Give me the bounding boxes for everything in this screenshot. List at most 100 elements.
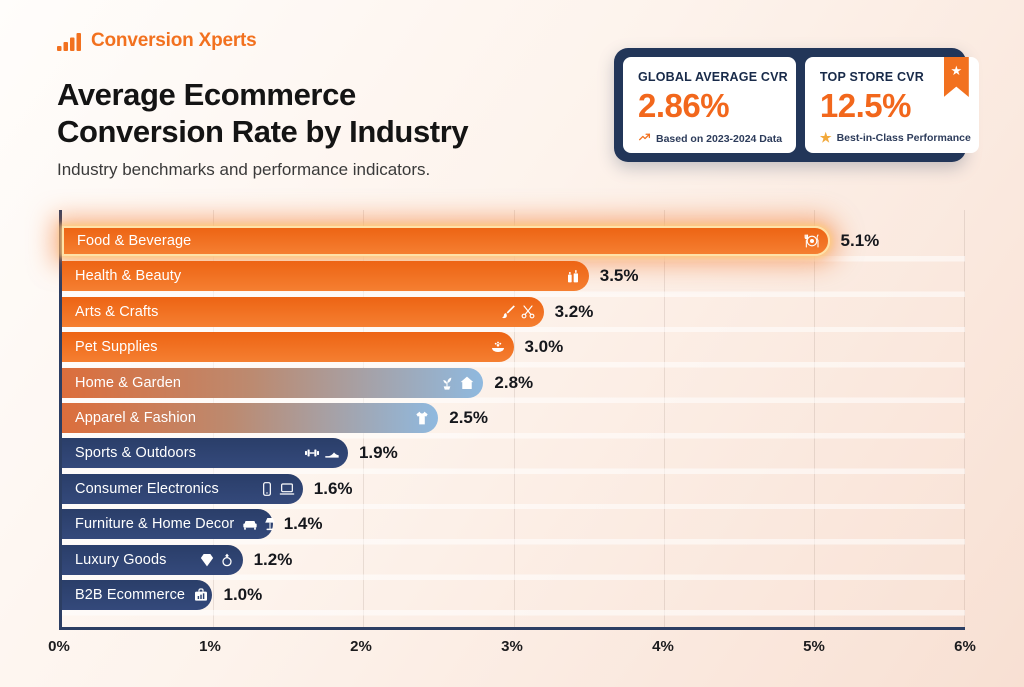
shoe-icon	[324, 445, 340, 461]
plant-icon	[439, 375, 455, 391]
x-axis-tick: 3%	[501, 638, 523, 655]
brand-logo: Conversion Xperts	[57, 30, 257, 52]
bar-label: Home & Garden	[75, 374, 182, 391]
bar: Arts & Crafts	[62, 296, 544, 327]
bar-icons	[304, 445, 340, 461]
bar-row: Home & Garden 2.8%	[62, 367, 965, 398]
bar-value: 1.2%	[253, 549, 293, 569]
x-axis-tick: 1%	[199, 638, 221, 655]
bar-label: Food & Beverage	[77, 233, 192, 249]
bar: B2B Ecommerce	[62, 579, 213, 610]
bar-row: Furniture & Home Decor 1.4%	[62, 509, 965, 540]
bar: Furniture & Home Decor	[62, 509, 276, 540]
top-store-cvr-label: TOP STORE CVR	[819, 70, 924, 84]
bar-rows: Food & Beverage 5.1% Health & Beauty 3.5% Ar…	[62, 226, 965, 615]
bar: Food & Beverage	[62, 226, 830, 256]
bar-value: 3.0%	[524, 337, 564, 357]
bar-icons	[414, 410, 430, 426]
bar-row: Luxury Goods 1.2%	[62, 544, 965, 575]
diamond-icon	[199, 552, 215, 568]
bar-value: 1.6%	[313, 478, 353, 498]
top-store-cvr-card: TOP STORE CVR 12.5% ★ Best-in-Class Perf…	[804, 57, 979, 153]
brand-name: Conversion Xperts	[91, 30, 257, 51]
ring-icon	[219, 552, 235, 568]
bar-label: Arts & Crafts	[75, 303, 159, 320]
dining-icon	[804, 233, 820, 249]
bar-icons	[259, 481, 295, 497]
trend-up-icon	[638, 131, 651, 147]
global-average-cvr-card: GLOBAL AVERAGE CVR 2.86% Based on 2023-2…	[623, 57, 796, 153]
laptop-icon	[279, 481, 295, 497]
bar-label: Consumer Electronics	[75, 480, 219, 497]
bar-icons	[804, 233, 820, 249]
global-average-cvr-value: 2.86%	[638, 87, 730, 124]
x-axis-tick: 0%	[48, 638, 70, 655]
top-store-cvr-note-text: Best-in-Class Performance	[836, 131, 971, 144]
bar: Luxury Goods	[62, 544, 243, 575]
stats-panel: GLOBAL AVERAGE CVR 2.86% Based on 2023-2…	[614, 48, 979, 162]
bar-value: 2.5%	[449, 407, 488, 427]
global-average-cvr-note: Based on 2023-2024 Data	[638, 131, 788, 147]
bar-value: 1.9%	[358, 443, 398, 463]
bar-label: B2B Ecommerce	[75, 586, 186, 603]
bar-row: Sports & Outdoors 1.9%	[62, 438, 965, 469]
bar-row: Consumer Electronics 1.6%	[62, 473, 965, 504]
x-axis-tick: 4%	[652, 638, 674, 655]
bar-value: 1.0%	[223, 584, 263, 604]
bar: Home & Garden	[62, 367, 484, 398]
bar-icons	[439, 375, 475, 391]
bar-row: Pet Supplies 3.0%	[62, 332, 965, 363]
bar-icons	[490, 339, 506, 355]
bar-label: Health & Beauty	[75, 268, 182, 285]
bar: Consumer Electronics	[62, 473, 303, 504]
x-axis-tick: 5%	[803, 638, 825, 655]
bar-label: Sports & Outdoors	[75, 445, 196, 462]
bar-value: 1.4%	[283, 514, 323, 534]
bar: Sports & Outdoors	[62, 438, 348, 469]
bar-value: 2.8%	[494, 372, 534, 392]
bar-icons	[565, 268, 581, 284]
paintbrush-icon	[500, 304, 516, 320]
house-icon	[459, 375, 475, 391]
page-title-line2: Conversion Rate by Industry	[57, 114, 469, 150]
bar-chart: Food & Beverage 5.1% Health & Beauty 3.5% Ar…	[59, 210, 966, 630]
bar-row: B2B Ecommerce 1.0%	[62, 579, 965, 610]
bar-icons	[199, 552, 235, 568]
dumbbell-icon	[304, 445, 320, 461]
lamp-icon	[262, 516, 278, 532]
bar-value: 5.1%	[840, 231, 880, 250]
bar-label: Furniture & Home Decor	[75, 516, 235, 533]
bar: Apparel & Fashion	[62, 402, 439, 433]
bar-row: Health & Beauty 3.5%	[62, 261, 965, 292]
bar-icons	[193, 587, 209, 603]
scissors-icon	[520, 304, 536, 320]
global-average-cvr-label: GLOBAL AVERAGE CVR	[638, 70, 788, 84]
bar-row: Apparel & Fashion 2.5%	[62, 402, 965, 433]
cosmetics-icon	[565, 268, 581, 284]
bar-label: Luxury Goods	[75, 551, 167, 568]
star-icon: ★	[819, 130, 832, 145]
bar-row: Food & Beverage 5.1%	[62, 226, 965, 256]
bar-label: Apparel & Fashion	[75, 409, 196, 426]
bar-value: 3.2%	[554, 301, 594, 321]
top-store-cvr-note: ★ Best-in-Class Performance	[820, 131, 971, 144]
bar-row: Arts & Crafts 3.2%	[62, 296, 965, 327]
ribbon-star-icon: ★	[950, 63, 963, 78]
page-subtitle: Industry benchmarks and performance indi…	[57, 160, 431, 179]
bar-icons	[500, 304, 536, 320]
briefcase-chart-icon	[193, 587, 209, 603]
sofa-icon	[242, 516, 258, 532]
x-axis: 0% 1% 2% 3% 4% 5% 6%	[48, 634, 976, 660]
page-title-line1: Average Ecommerce	[57, 77, 356, 112]
bar: Pet Supplies	[62, 332, 514, 363]
global-average-cvr-note-text: Based on 2023-2024 Data	[656, 133, 783, 145]
phone-icon	[259, 481, 275, 497]
bar-value: 3.5%	[599, 266, 639, 286]
bar-chart-logo-icon	[57, 32, 83, 52]
x-axis-tick: 2%	[350, 638, 372, 655]
pet-bowl-icon	[490, 339, 506, 355]
bar-label: Pet Supplies	[75, 339, 158, 356]
top-store-cvr-value: 12.5%	[819, 87, 912, 124]
bar-icons	[242, 516, 278, 532]
bar: Health & Beauty	[62, 261, 589, 292]
